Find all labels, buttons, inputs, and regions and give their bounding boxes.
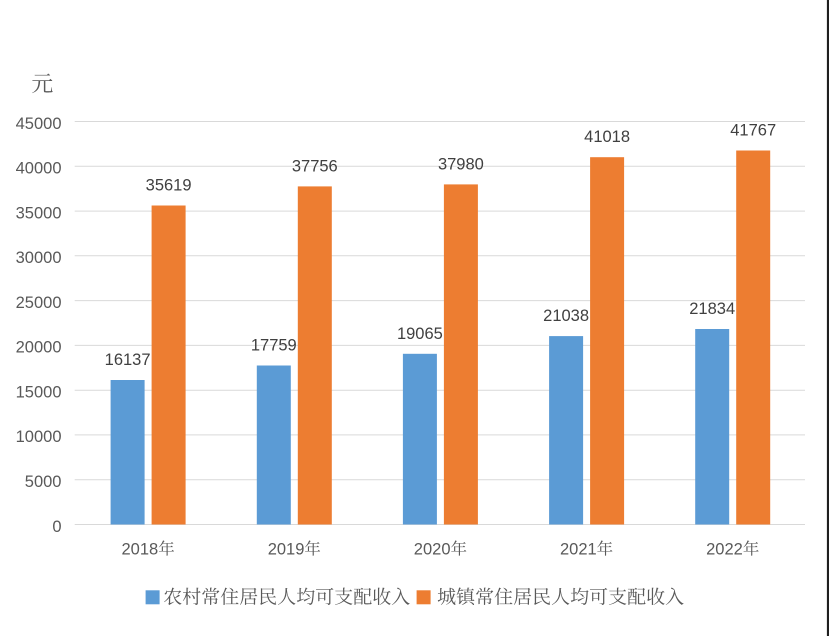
svg-text:16137: 16137 xyxy=(105,351,151,369)
svg-text:20000: 20000 xyxy=(16,339,62,357)
svg-text:15000: 15000 xyxy=(16,384,62,402)
svg-text:10000: 10000 xyxy=(16,428,62,446)
svg-text:2019: 2019 xyxy=(268,541,305,559)
svg-text:45000: 45000 xyxy=(16,115,62,133)
svg-text:17759: 17759 xyxy=(251,337,297,355)
svg-text:19065: 19065 xyxy=(397,325,443,343)
svg-text:35000: 35000 xyxy=(16,204,62,222)
svg-text:2022: 2022 xyxy=(706,541,743,559)
svg-text:41018: 41018 xyxy=(584,128,630,146)
svg-text:5000: 5000 xyxy=(25,473,62,491)
svg-text:37980: 37980 xyxy=(438,155,484,173)
svg-text:30000: 30000 xyxy=(16,249,62,267)
svg-text:21038: 21038 xyxy=(543,307,589,325)
svg-text:0: 0 xyxy=(52,518,61,536)
svg-text:37756: 37756 xyxy=(292,157,338,175)
svg-text:2020: 2020 xyxy=(414,541,451,559)
svg-text:2018: 2018 xyxy=(122,541,159,559)
svg-text:41767: 41767 xyxy=(730,122,776,140)
svg-text:21834: 21834 xyxy=(689,300,735,318)
svg-text:40000: 40000 xyxy=(16,160,62,178)
svg-text:2021: 2021 xyxy=(560,541,597,559)
svg-text:35619: 35619 xyxy=(146,177,192,195)
svg-text:25000: 25000 xyxy=(16,294,62,312)
